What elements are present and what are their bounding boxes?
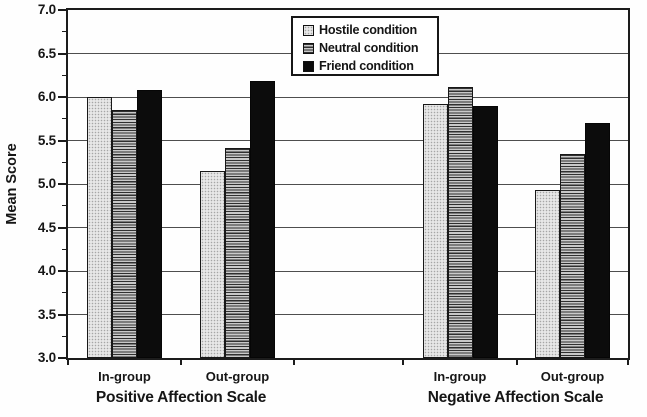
y-tick-major-4.5 [58, 226, 67, 229]
legend-item-friend: Friend condition [303, 57, 437, 75]
bar-hostile-positive-in-group [87, 97, 112, 358]
y-tick-minor-4.25 [62, 248, 67, 250]
x-tick-5 [627, 360, 629, 365]
bar-neutral-positive-out-group [225, 147, 250, 358]
y-tick-minor-6.25 [62, 74, 67, 76]
plot-frame [66, 8, 630, 360]
y-tick-label-6.0: 6.0 [37, 89, 56, 104]
gridline-y-4.5 [68, 227, 628, 228]
x-tick-0 [67, 360, 69, 365]
gridline-y-4.0 [68, 270, 628, 272]
legend-item-neutral: Neutral condition [303, 39, 437, 57]
x-tick-3 [402, 360, 404, 365]
legend-swatch-hostile-icon [303, 24, 314, 36]
gridline-y-3.5 [68, 314, 628, 315]
gridline-y-5.0 [68, 183, 628, 185]
y-tick-major-3.0 [58, 357, 67, 359]
bar-hostile-negative-in-group [422, 104, 448, 358]
bar-friend-negative-in-group [472, 105, 498, 358]
bar-neutral-negative-in-group [447, 86, 473, 358]
gridline-y-6.0 [68, 96, 628, 98]
bar-neutral-negative-out-group [560, 154, 585, 358]
category-label-negative-out-group: Out-group [540, 369, 605, 384]
bar-hostile-positive-out-group [200, 170, 225, 358]
legend-label-hostile: Hostile condition [319, 23, 417, 37]
gridline-y-5.5 [68, 140, 628, 141]
y-tick-major-5.5 [58, 139, 67, 142]
y-tick-minor-5.75 [62, 118, 67, 120]
bar-hostile-negative-out-group [535, 190, 560, 358]
legend-label-neutral: Neutral condition [319, 41, 419, 55]
legend-swatch-friend-icon [303, 60, 314, 72]
bar-neutral-positive-in-group [112, 110, 137, 358]
y-tick-minor-3.25 [62, 335, 67, 337]
y-tick-major-4.0 [58, 270, 67, 272]
x-tick-2 [293, 360, 295, 365]
legend-item-hostile: Hostile condition [303, 21, 437, 39]
y-tick-label-4.5: 4.5 [37, 219, 56, 235]
y-tick-major-7.0 [58, 9, 67, 11]
y-tick-label-6.5: 6.5 [37, 45, 56, 61]
y-tick-minor-6.75 [62, 31, 67, 33]
y-tick-minor-5.25 [62, 161, 67, 163]
y-axis-title: Mean Score [4, 143, 20, 225]
plot-area [68, 10, 628, 358]
y-tick-major-6.0 [58, 96, 67, 98]
category-label-negative-in-group: In-group [433, 369, 487, 384]
category-label-positive-in-group: In-group [98, 369, 151, 384]
x-tick-4 [516, 360, 518, 365]
y-tick-major-3.5 [58, 313, 67, 316]
bar-friend-positive-in-group [137, 90, 162, 358]
category-label-positive-out-group: Out-group [205, 369, 270, 384]
x-axis-title-negative-scale: Negative Affection Scale [427, 389, 604, 406]
y-tick-minor-4.75 [62, 205, 67, 207]
y-tick-label-5.0: 5.0 [37, 176, 56, 191]
legend: Hostile condition Neutral condition Frie… [291, 16, 439, 76]
y-tick-minor-3.75 [62, 292, 67, 294]
y-tick-major-5.0 [58, 183, 67, 185]
y-tick-label-7.0: 7.0 [37, 2, 56, 17]
y-tick-label-4.0: 4.0 [37, 263, 56, 278]
y-tick-label-3.0: 3.0 [37, 350, 56, 365]
x-tick-1 [180, 360, 182, 365]
legend-swatch-neutral-icon [303, 42, 314, 54]
y-tick-major-6.5 [58, 52, 67, 55]
legend-label-friend: Friend condition [319, 59, 414, 73]
y-tick-label-5.5: 5.5 [37, 132, 56, 148]
bar-friend-positive-out-group [250, 80, 275, 358]
x-axis-title-positive-scale: Positive Affection Scale [95, 389, 267, 406]
bar-friend-negative-out-group [585, 123, 610, 358]
y-tick-label-3.5: 3.5 [37, 306, 56, 322]
